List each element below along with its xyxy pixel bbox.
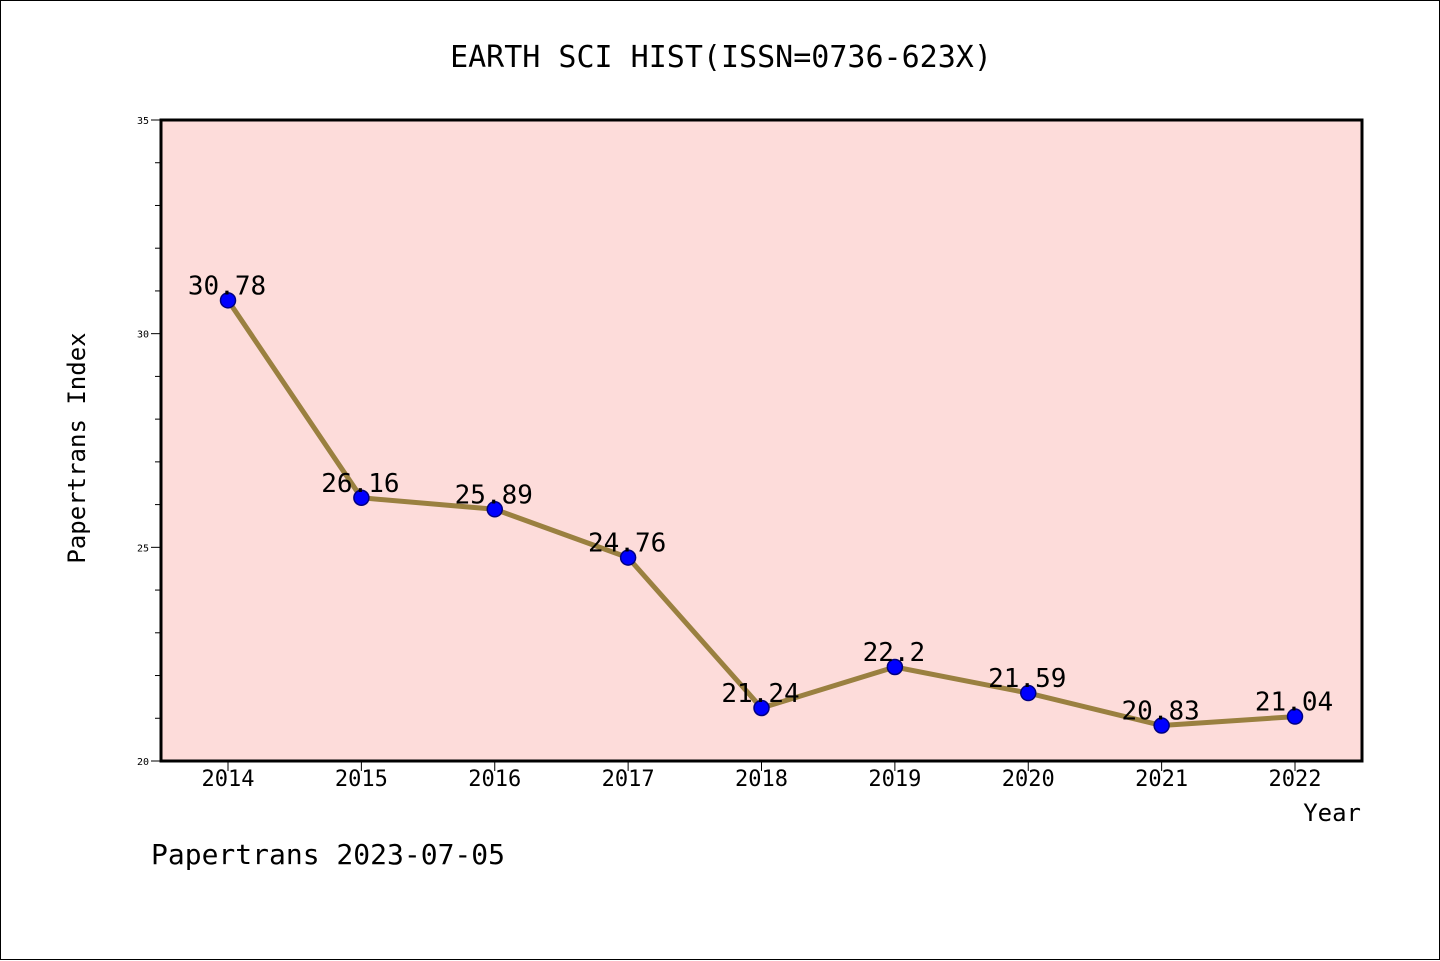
data-label: 30.78 [188, 271, 266, 301]
x-tick-label: 2022 [1269, 767, 1322, 792]
y-axis-label: Papertrans Index [63, 332, 91, 563]
x-tick-label: 2014 [202, 767, 255, 792]
data-label: 22.2 [863, 638, 926, 668]
data-label: 25.89 [455, 480, 533, 510]
data-label: 21.04 [1255, 688, 1333, 718]
plot-area [161, 120, 1362, 761]
data-label: 24.76 [588, 529, 666, 559]
x-tick-label: 2017 [602, 767, 655, 792]
data-point [353, 489, 370, 507]
y-tick-label: 35 [137, 116, 149, 127]
y-tick-label: 20 [137, 757, 149, 768]
plot-border [159, 118, 1364, 763]
x-axis-label: Year [1303, 799, 1361, 827]
data-point [219, 292, 237, 309]
chart-title: EARTH SCI HIST(ISSN=0736-623X) [450, 40, 992, 75]
x-tick-label: 2015 [335, 767, 388, 792]
x-tick-label: 2016 [468, 767, 521, 792]
data-label: 20.83 [1121, 697, 1199, 727]
y-tick-label: 30 [137, 330, 149, 341]
data-label: 21.24 [721, 679, 799, 709]
data-point [486, 501, 503, 518]
data-point [886, 658, 904, 676]
x-tick-label: 2021 [1135, 767, 1188, 792]
data-label: 21.59 [988, 664, 1066, 694]
x-tick-label: 2020 [1002, 767, 1055, 792]
x-tick-label: 2019 [868, 767, 921, 792]
data-point [619, 549, 637, 566]
data-point [1153, 717, 1170, 734]
data-point [1020, 684, 1037, 702]
y-axis: 20 25 30 35 [137, 116, 161, 768]
data-point [1286, 708, 1304, 725]
x-axis: 2014 2015 2016 2017 2018 2019 2020 2021 2022 [202, 761, 1322, 792]
source-footer: Papertrans 2023-07-05 [151, 838, 505, 871]
series-layer [219, 292, 1304, 734]
data-labels: 30.78 26.16 25.89 24.76 21.24 22.2 21.59 20.83 2… [188, 271, 1333, 726]
y-tick-label: 25 [137, 543, 149, 554]
data-label: 26.16 [321, 469, 399, 499]
data-point [753, 699, 770, 717]
x-tick-label: 2018 [735, 767, 788, 792]
